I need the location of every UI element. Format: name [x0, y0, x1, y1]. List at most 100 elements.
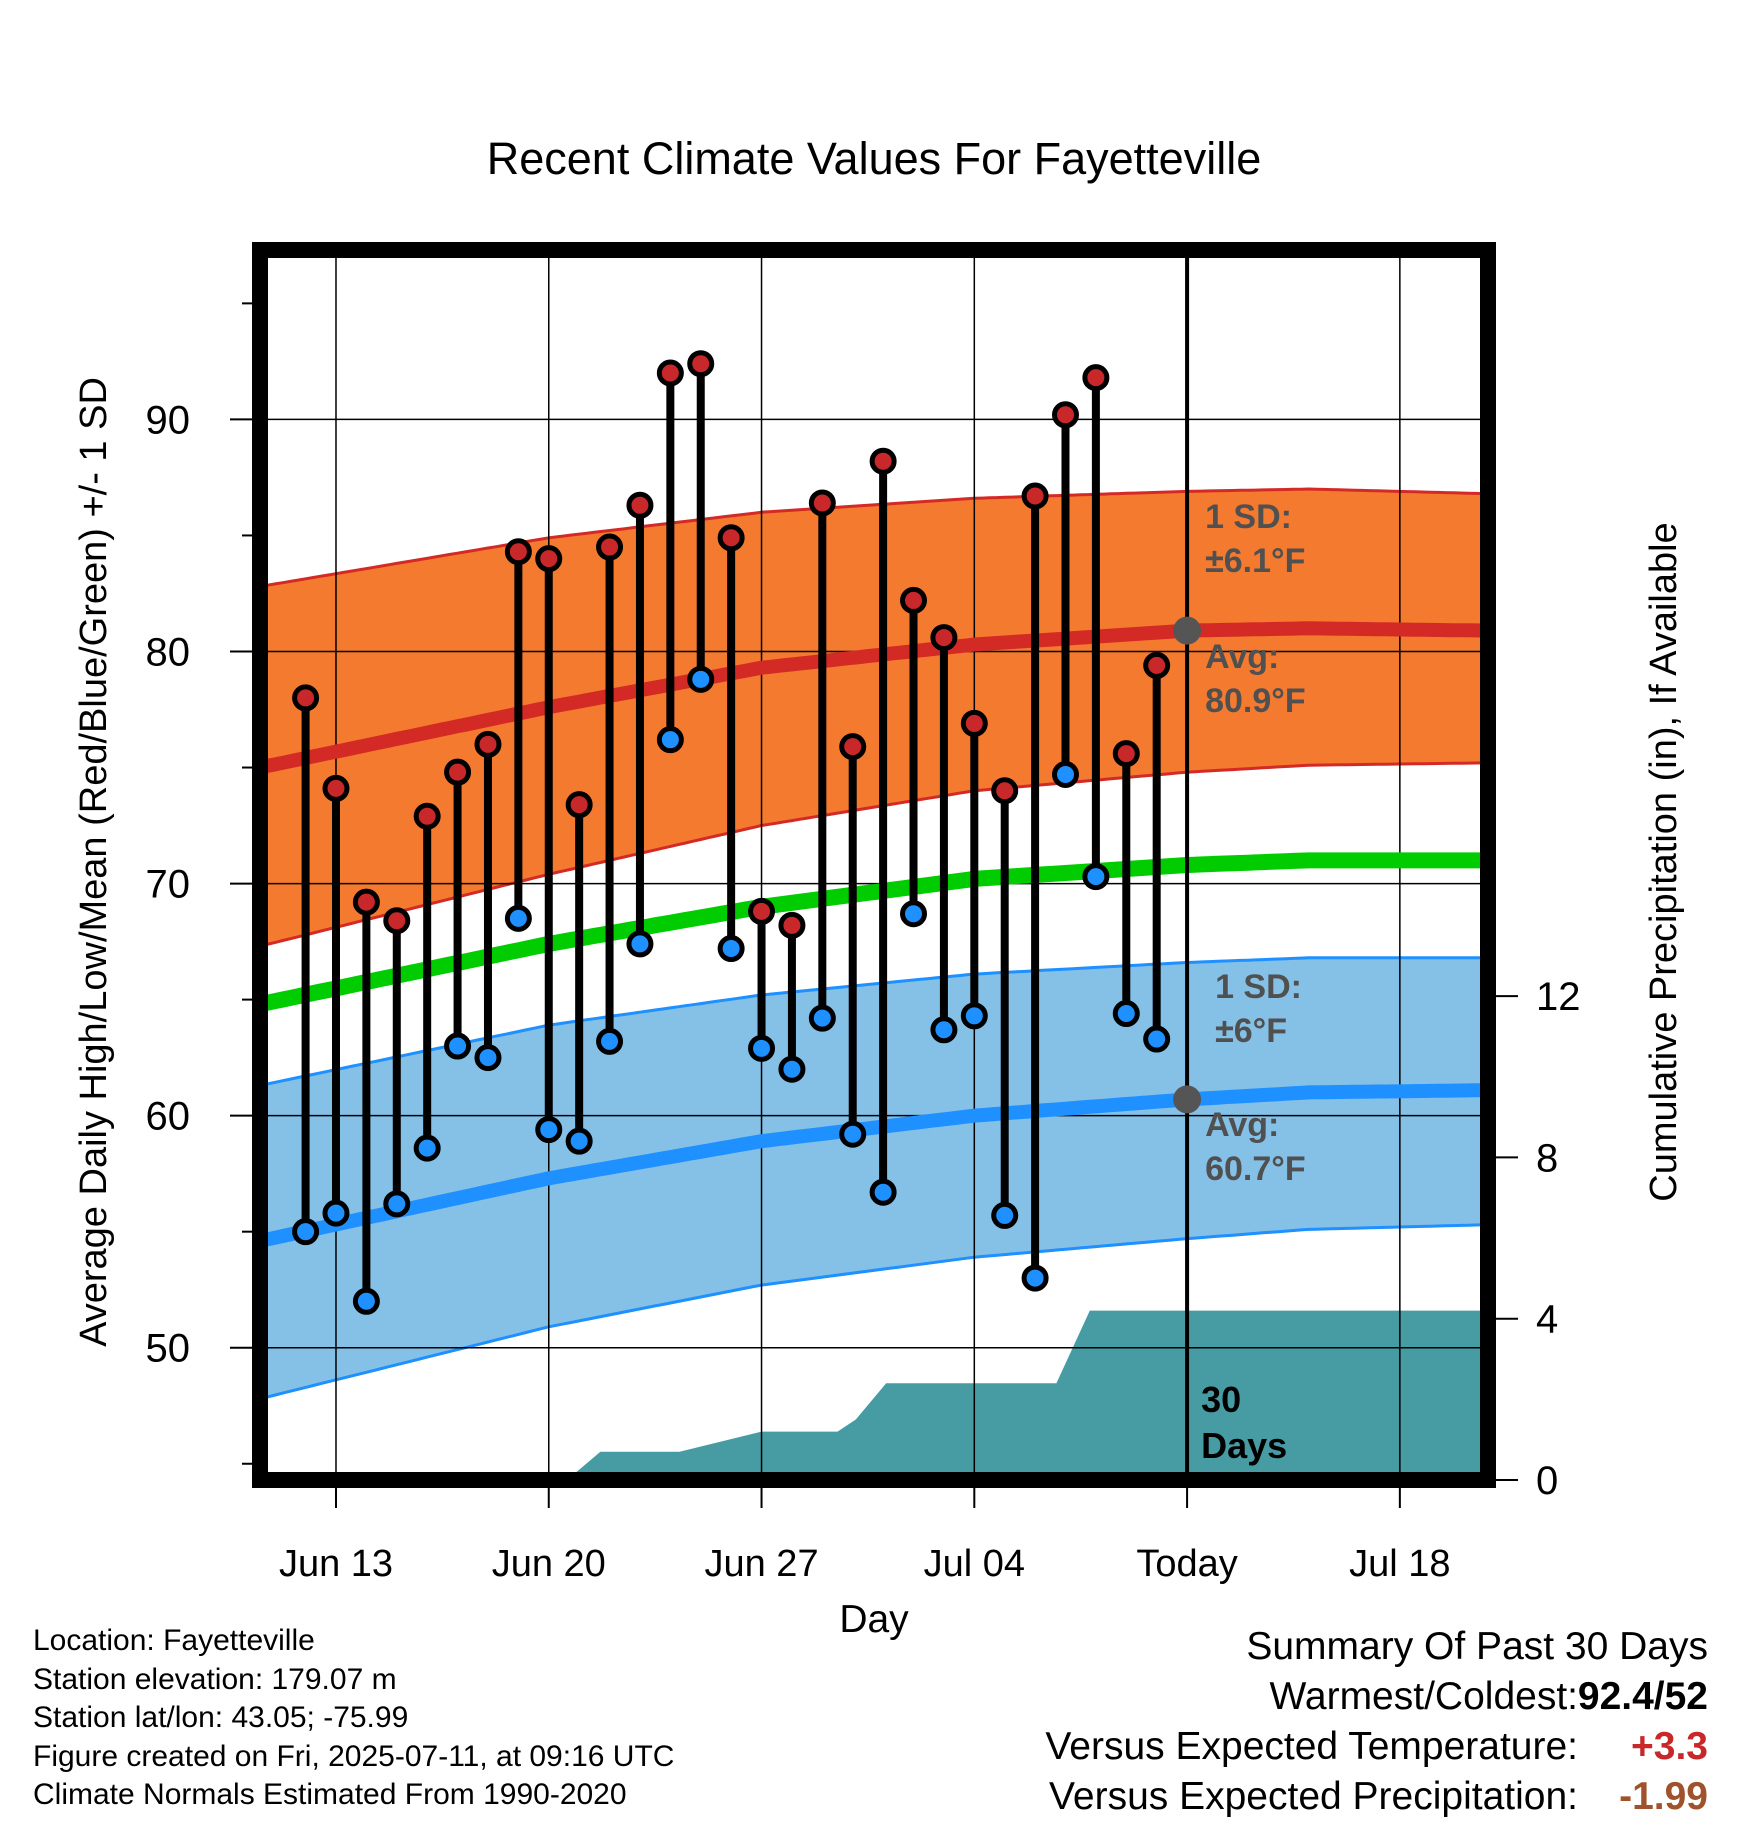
elevation-text: Station elevation: 179.07 m	[33, 1662, 397, 1696]
daily-low-point	[991, 1201, 1019, 1229]
daily-high-point	[596, 533, 624, 561]
today-high-avg-marker	[1173, 616, 1202, 645]
daily-high-point	[383, 907, 411, 935]
summary-header: Summary Of Past 30 Days	[1246, 1625, 1708, 1668]
precip-departure-value: -1.99	[1619, 1775, 1708, 1818]
plot-area: 1 SD: ±6.1°F Avg: 80.9°F 1 SD: ±6°F Avg: 60.7°F…	[260, 250, 1488, 1480]
high-avg-value: 80.9°F	[1205, 682, 1306, 720]
y-left-tick-label: 80	[146, 630, 191, 674]
temp-departure-label: Versus Expected Temperature:	[1045, 1725, 1578, 1768]
high-avg-label: Avg:	[1205, 638, 1279, 676]
x-axis-label: Day	[839, 1598, 909, 1641]
y-right-tick-label: 4	[1536, 1298, 1558, 1342]
mean-avg-line	[260, 852, 1484, 1013]
daily-low-point	[960, 1002, 988, 1030]
daily-high-point	[930, 624, 958, 652]
daily-low-point	[322, 1199, 350, 1227]
daily-low-point	[1021, 1264, 1049, 1292]
daily-high-point	[413, 802, 441, 830]
y-axis-left-label: Average Daily High/Low/Mean (Red/Blue/Gr…	[73, 377, 115, 1347]
daily-low-point	[413, 1134, 441, 1162]
daily-high-point	[808, 489, 836, 517]
daily-low-point	[352, 1287, 380, 1315]
daily-high-point	[1021, 482, 1049, 510]
daily-high-point	[1143, 651, 1171, 679]
daily-low-point	[717, 935, 745, 963]
latlon-text: Station lat/lon: 43.05; -75.99	[33, 1701, 409, 1734]
precip-area	[260, 1310, 1488, 1480]
y-right-tick-label: 0	[1536, 1459, 1558, 1503]
daily-low-point	[292, 1218, 320, 1246]
daily-high-point	[535, 545, 563, 573]
precip-days-number: 30	[1201, 1379, 1241, 1420]
summary-temp-row: Versus Expected Temperature: +3.3	[808, 1722, 1708, 1772]
low-avg-value: 60.7°F	[1205, 1150, 1306, 1188]
daily-low-point	[1143, 1025, 1171, 1053]
y-left-tick-label: 70	[146, 863, 191, 907]
daily-high-point	[474, 730, 502, 758]
daily-low-point	[596, 1027, 624, 1055]
daily-high-point	[778, 911, 806, 939]
daily-low-point	[748, 1034, 776, 1062]
low-avg-line	[260, 1083, 1484, 1248]
high-avg-line	[260, 621, 1484, 775]
daily-low-point	[1082, 863, 1110, 891]
plot-frame	[252, 242, 1496, 1488]
summary-panel: Summary Of Past 30 Days Warmest/Coldest:…	[808, 1622, 1708, 1822]
daily-low-point	[535, 1116, 563, 1144]
daily-high-point	[626, 491, 654, 519]
y-left-tick-label: 60	[146, 1095, 191, 1139]
high-sd-lower-line	[260, 761, 1484, 948]
daily-high-point	[748, 897, 776, 925]
daily-low-point	[839, 1120, 867, 1148]
temp-departure-value: +3.3	[1631, 1725, 1708, 1768]
daily-high-point	[687, 350, 715, 378]
high-sd-band	[260, 489, 1484, 947]
low-sd-label: 1 SD:	[1215, 968, 1302, 1006]
daily-high-point	[292, 684, 320, 712]
low-sd-value: ±6°F	[1215, 1012, 1287, 1050]
daily-low-point	[474, 1044, 502, 1072]
daily-low-point	[808, 1004, 836, 1032]
daily-low-point	[504, 904, 532, 932]
normals-text: Climate Normals Estimated From 1990-2020	[33, 1778, 627, 1811]
y-left-tick-label: 90	[146, 398, 191, 442]
daily-high-point	[900, 586, 928, 614]
low-sd-band	[260, 957, 1484, 1399]
daily-high-point	[444, 758, 472, 786]
daily-low-point	[930, 1016, 958, 1044]
daily-high-point	[565, 791, 593, 819]
daily-high-point	[504, 538, 532, 566]
daily-low-point	[778, 1055, 806, 1083]
daily-low-point	[444, 1032, 472, 1060]
chart-title: Recent Climate Values For Fayetteville	[487, 133, 1261, 184]
y-left-tick-label: 50	[146, 1327, 191, 1371]
daily-low-point	[1112, 1000, 1140, 1028]
daily-low-point	[656, 726, 684, 754]
x-tick-label: Jun 20	[492, 1543, 606, 1585]
x-tick-label: Jul 04	[924, 1543, 1025, 1585]
daily-low-point	[565, 1127, 593, 1155]
daily-low-point	[383, 1190, 411, 1218]
high-sd-upper-line	[260, 487, 1484, 588]
y-axis-right-label: Cumulative Precipitation (in), If Availa…	[1643, 522, 1685, 1201]
created-text: Figure created on Fri, 2025-07-11, at 09…	[33, 1739, 675, 1773]
daily-high-point	[322, 774, 350, 802]
daily-high-point	[1112, 740, 1140, 768]
daily-high-point	[352, 888, 380, 916]
x-tick-label: Jun 13	[279, 1543, 393, 1585]
daily-high-point	[839, 733, 867, 761]
daily-low-point	[626, 930, 654, 958]
x-tick-label: Jul 18	[1349, 1543, 1450, 1585]
warmest-coldest-value: 92.4/52	[1577, 1675, 1708, 1718]
daily-high-point	[717, 524, 745, 552]
daily-low-point	[687, 665, 715, 693]
daily-low-point	[900, 900, 928, 928]
daily-high-point	[869, 447, 897, 475]
summary-precip-row: Versus Expected Precipitation: -1.99	[808, 1772, 1708, 1822]
low-avg-label: Avg:	[1205, 1106, 1279, 1144]
summary-warmest-row: Warmest/Coldest: 92.4/52	[808, 1672, 1708, 1722]
daily-high-point	[960, 709, 988, 737]
daily-low-point	[1051, 760, 1079, 788]
